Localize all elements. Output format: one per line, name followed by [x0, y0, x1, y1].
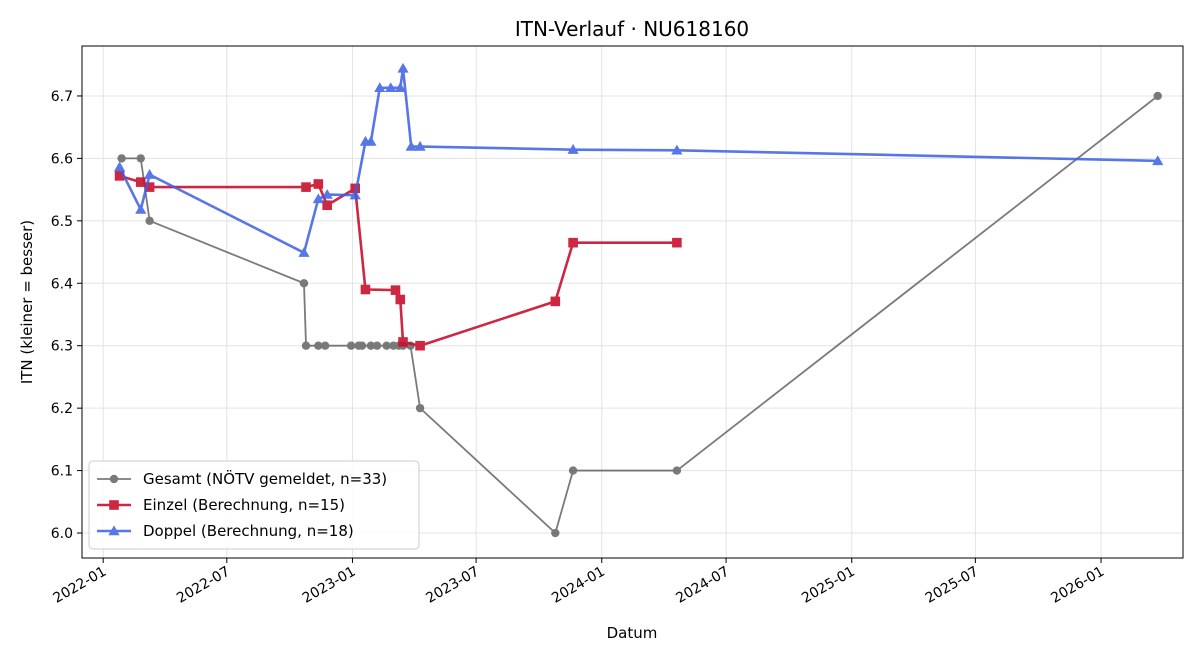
- data-point-gesamt: [366, 341, 376, 350]
- plot-area-frame: [81, 45, 1184, 559]
- data-point-einzel: [322, 200, 332, 211]
- legend-label: Doppel (Berechnung, n=18): [143, 522, 354, 540]
- series-gesamt: [117, 91, 1162, 538]
- y-axis: 6.0 6.1 6.2 6.3 6.4 6.5 6.6 6.7: [51, 89, 82, 542]
- data-point-gesamt: [299, 279, 309, 288]
- data-point-doppel: [312, 193, 324, 204]
- data-point-doppel: [414, 140, 426, 151]
- data-point-einzel: [550, 296, 561, 307]
- x-axis-label: Datum: [607, 624, 658, 642]
- data-point-doppel: [1152, 155, 1164, 166]
- data-point-doppel: [321, 189, 333, 199]
- x-tick-label: 2024-07: [673, 564, 732, 607]
- legend-swatch-marker: [109, 474, 119, 484]
- data-point-einzel: [313, 179, 324, 189]
- legend-swatch-marker: [109, 500, 119, 510]
- x-axis: 2022-01 2022-07 2023-01 2023-07 2024-01 2024-…: [51, 558, 1107, 607]
- data-point-doppel: [567, 144, 579, 154]
- y-tick-label: 6.0: [51, 526, 73, 542]
- data-point-gesamt: [136, 154, 145, 163]
- x-tick-label: 2023-01: [300, 564, 359, 607]
- data-point-doppel: [135, 203, 147, 214]
- data-point-einzel: [135, 177, 146, 187]
- data-point-einzel: [144, 182, 155, 192]
- y-tick-label: 6.5: [51, 214, 73, 230]
- data-point-einzel: [114, 171, 125, 181]
- y-tick-label: 6.1: [51, 464, 73, 480]
- y-tick-label: 6.3: [51, 339, 73, 355]
- data-point-einzel: [568, 237, 578, 248]
- y-tick-label: 6.4: [51, 276, 73, 292]
- data-point-doppel: [349, 189, 361, 200]
- x-tick-label: 2025-01: [799, 564, 858, 607]
- data-point-gesamt: [346, 341, 356, 350]
- data-point-einzel: [398, 337, 408, 347]
- data-point-gesamt: [382, 341, 391, 350]
- data-point-gesamt: [314, 341, 323, 350]
- data-point-einzel: [672, 237, 682, 248]
- data-point-gesamt: [117, 154, 126, 163]
- data-point-einzel: [415, 340, 425, 351]
- chart-title: ITN-Verlauf · NU618160: [515, 17, 749, 41]
- data-point-doppel: [394, 82, 406, 93]
- y-tick-label: 6.2: [51, 401, 73, 417]
- y-axis-label: ITN (kleiner = besser): [18, 220, 36, 384]
- data-point-gesamt: [372, 341, 382, 350]
- data-point-doppel: [298, 247, 310, 257]
- data-point-doppel: [397, 62, 409, 73]
- data-point-einzel: [395, 294, 406, 305]
- legend-item-doppel: [97, 525, 131, 536]
- legend-box: [88, 460, 420, 550]
- data-point-einzel: [360, 284, 371, 295]
- legend-item-einzel: [97, 500, 131, 510]
- data-point-gesamt: [320, 341, 330, 350]
- series-doppel: [113, 62, 1164, 257]
- data-point-doppel: [405, 140, 417, 151]
- data-point-doppel: [671, 144, 683, 155]
- x-tick-label: 2023-07: [423, 564, 482, 607]
- data-point-doppel: [374, 82, 386, 93]
- legend-label: Einzel (Berechnung, n=15): [143, 496, 345, 514]
- series-line-doppel: [118, 67, 1158, 254]
- x-tick-label: 2024-01: [549, 564, 608, 607]
- x-tick-label: 2022-07: [174, 564, 233, 607]
- data-point-einzel: [301, 182, 311, 192]
- data-point-gesamt: [415, 403, 425, 413]
- legend-item-gesamt: [97, 474, 131, 484]
- data-point-doppel: [385, 82, 397, 93]
- data-point-gesamt: [568, 466, 578, 475]
- legend: Gesamt (NÖTV gemeldet, n=33) Einzel (Bere…: [88, 460, 420, 550]
- series-layer: [113, 62, 1164, 538]
- legend-label: Gesamt (NÖTV gemeldet, n=33): [143, 469, 387, 488]
- data-point-gesamt: [301, 341, 311, 350]
- data-point-gesamt: [145, 216, 154, 226]
- y-tick-label: 6.7: [51, 89, 73, 105]
- data-point-gesamt: [1153, 91, 1162, 101]
- data-point-gesamt: [672, 466, 682, 475]
- x-tick-label: 2026-01: [1048, 564, 1107, 607]
- data-point-doppel: [113, 161, 126, 172]
- y-tick-label: 6.6: [51, 151, 73, 167]
- data-point-gesamt: [551, 528, 560, 538]
- data-point-gesamt: [357, 341, 367, 350]
- data-point-doppel: [365, 135, 377, 146]
- legend-swatch-marker: [108, 525, 120, 536]
- data-point-einzel: [390, 285, 401, 295]
- x-tick-label: 2025-07: [923, 564, 982, 607]
- x-tick-label: 2022-01: [51, 564, 110, 607]
- data-point-doppel: [144, 169, 156, 179]
- series-einzel: [114, 171, 682, 351]
